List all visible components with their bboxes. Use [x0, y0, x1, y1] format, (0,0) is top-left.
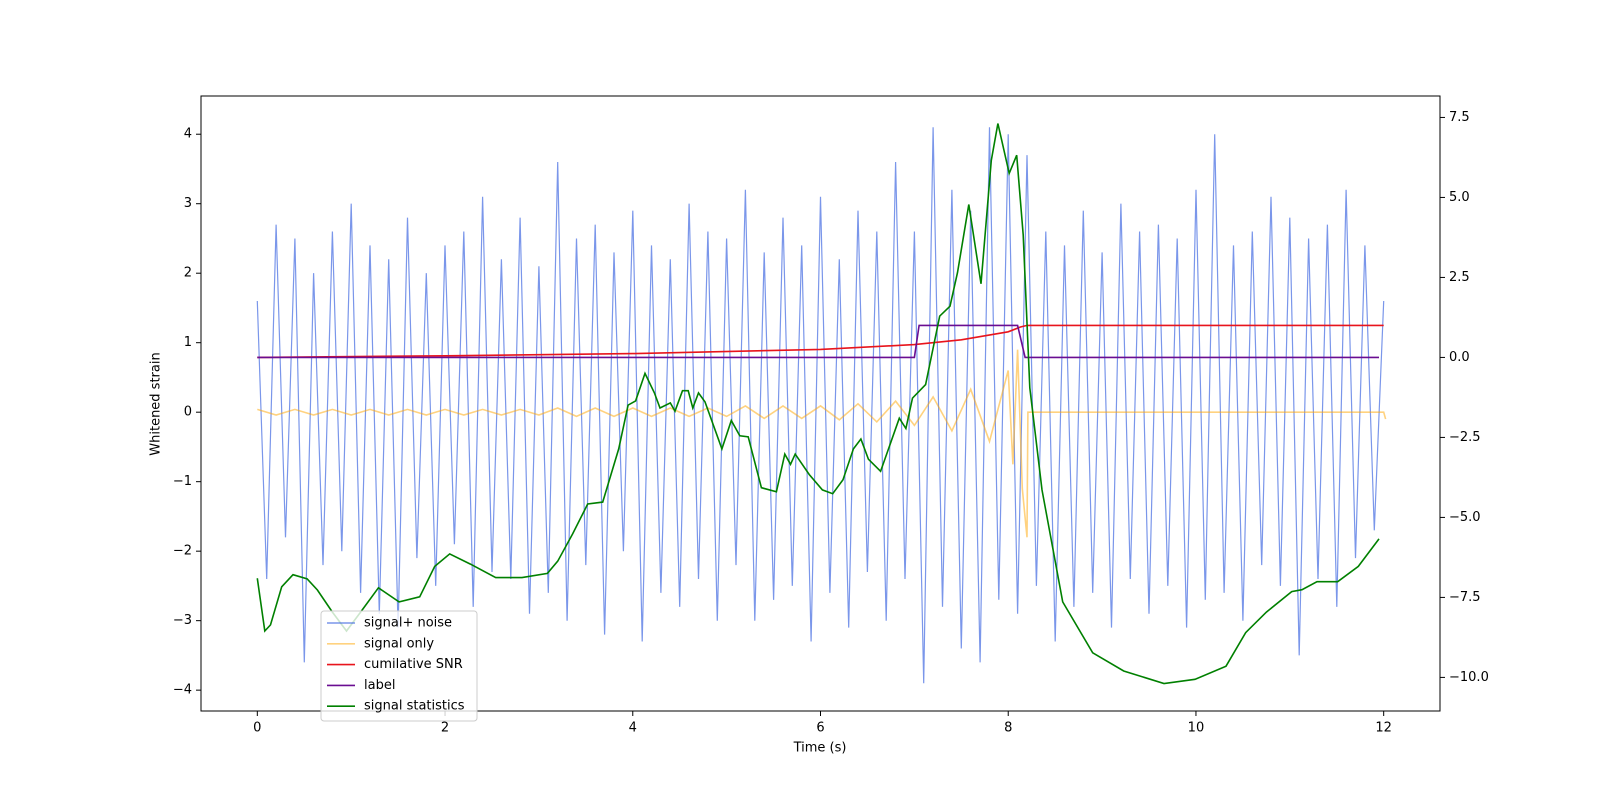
y-tick-label: −3 [173, 613, 192, 628]
x-tick-label: 8 [1004, 721, 1012, 736]
x-axis-label: Time (s) [793, 741, 847, 756]
y-tick-label: 4 [184, 127, 192, 142]
series-line [257, 349, 1387, 538]
series-line [257, 324, 1379, 359]
y2-tick-label: −5.0 [1449, 510, 1481, 525]
y-tick-label: 0 [184, 405, 192, 420]
legend-label: signal only [364, 636, 434, 651]
x-tick-label: 2 [441, 721, 449, 736]
x-tick-label: 0 [253, 721, 261, 736]
y2-tick-label: 0.0 [1449, 350, 1470, 365]
y-tick-label: 2 [184, 266, 192, 281]
x-tick-label: 4 [629, 721, 637, 736]
legend-label: signal statistics [364, 699, 465, 714]
x-tick-label: 10 [1188, 721, 1205, 736]
legend-box [320, 610, 478, 722]
series-line [256, 123, 1380, 685]
legend-label: cumilative SNR [364, 657, 463, 672]
y2-tick-label: −7.5 [1449, 590, 1481, 605]
y2-tick-label: 5.0 [1449, 190, 1470, 205]
y-tick-label: −1 [173, 474, 192, 489]
y2-tick-label: −10.0 [1449, 670, 1489, 685]
y-tick-label: −4 [173, 683, 192, 698]
x-tick-label: 12 [1375, 721, 1392, 736]
legend-label: label [364, 678, 395, 693]
series-line [256, 127, 1385, 684]
y-tick-label: −2 [173, 544, 192, 559]
y2-tick-label: 2.5 [1449, 270, 1470, 285]
y2-tick-label: 7.5 [1449, 110, 1470, 125]
x-tick-label: 6 [816, 721, 824, 736]
y-tick-label: 1 [184, 335, 192, 350]
y-axis-label: Whitened strain [149, 352, 164, 455]
y-tick-label: 3 [184, 196, 192, 211]
legend-label: signal+ noise [364, 616, 452, 631]
y2-tick-label: −2.5 [1449, 430, 1481, 445]
series-line [257, 324, 1384, 359]
